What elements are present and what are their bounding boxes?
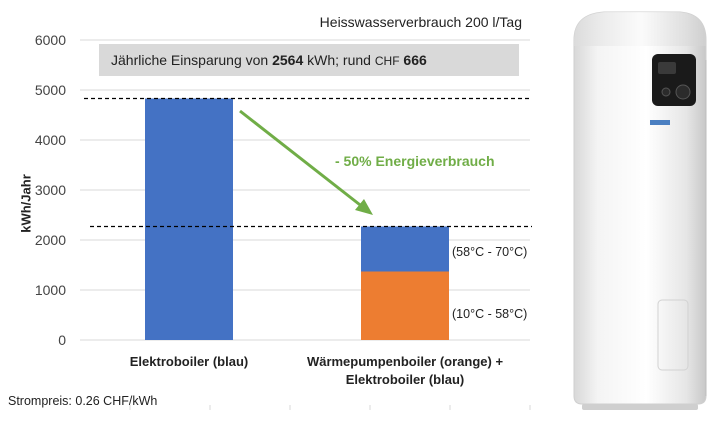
reduction-arrow-line [239, 109, 365, 210]
chart-subtitle: Heisswasserverbrauch 200 l/Tag [319, 14, 522, 30]
y-tick-label: 2000 [35, 232, 66, 248]
category-label-heatpump-line-1: Wärmepumpenboiler (orange) + [306, 354, 504, 369]
category-label-heatpump-line-2: Elektroboiler (blau) [345, 372, 465, 387]
reduction-callout: - 50% Energieverbrauch [335, 153, 495, 169]
segment-label-upper: (58°C - 70°C) [452, 245, 528, 259]
bar-blue-1 [361, 226, 449, 272]
heat-pump-boiler-image [573, 11, 707, 410]
savings-prefix: Jährliche Einsparung von [111, 52, 273, 68]
savings-box: Jährliche Einsparung von 2564 kWh; rund … [99, 44, 519, 76]
savings-mid: kWh; rund [303, 52, 375, 68]
y-tick-label: 1000 [35, 282, 66, 298]
category-label-electric-line: Elektroboiler (blau) [129, 354, 249, 369]
brand-badge [650, 120, 670, 125]
service-panel [657, 299, 689, 371]
y-tick-label: 5000 [35, 82, 66, 98]
category-label-heatpump: Wärmepumpenboiler (orange) + Elektroboil… [285, 353, 525, 389]
control-panel [652, 54, 696, 106]
savings-currency: CHF [374, 54, 400, 68]
reduction-arrow-head [355, 199, 373, 215]
price-footnote: Strompreis: 0.26 CHF/kWh [8, 394, 158, 408]
bar-orange-1 [361, 271, 449, 340]
savings-chf: 666 [403, 52, 427, 68]
y-axis-label: kWh/Jahr [18, 174, 34, 233]
y-tick-label: 4000 [35, 132, 66, 148]
chart-svg: 0 1000 2000 3000 4000 5000 6000 [35, 32, 532, 410]
bar-blue-0 [145, 98, 233, 340]
chart-area: 0 1000 2000 3000 4000 5000 6000 kWh/Jahr Heiss… [8, 14, 532, 410]
segment-label-lower: (10°C - 58°C) [452, 307, 528, 321]
y-tick-label: 0 [58, 332, 66, 348]
y-tick-label: 3000 [35, 182, 66, 198]
y-tick-label: 6000 [35, 32, 66, 48]
category-label-electric: Elektroboiler (blau) [109, 353, 269, 371]
savings-kwh: 2564 [272, 52, 304, 68]
